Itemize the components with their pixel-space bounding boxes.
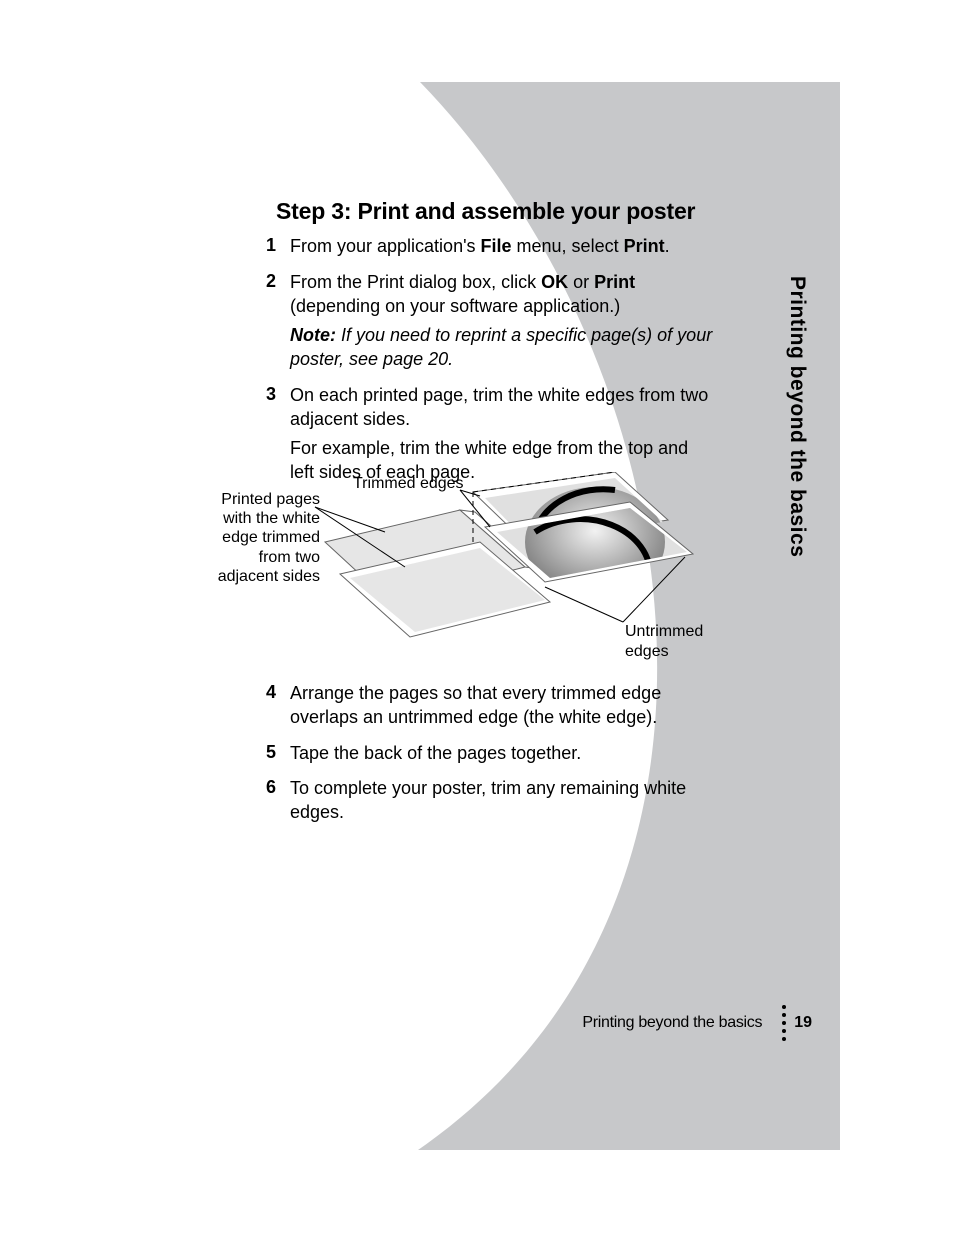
diagram-label-top: Trimmed edges: [353, 474, 464, 493]
step-row: 4Arrange the pages so that every trimmed…: [276, 682, 716, 736]
step-number: 1: [236, 235, 290, 265]
diagram-label-left: Printed pages with the white edge trimme…: [205, 490, 320, 586]
step-body: From your application's File menu, selec…: [290, 235, 670, 265]
footer-dots-icon: [782, 1005, 786, 1041]
step-body: From the Print dialog box, click OK or P…: [290, 271, 716, 378]
step-number: 4: [236, 682, 290, 736]
step-row: 2From the Print dialog box, click OK or …: [276, 271, 716, 378]
diagram-label-right-1: Untrimmed: [625, 622, 703, 641]
main-content: Step 3: Print and assemble your poster 1…: [276, 198, 716, 497]
step-heading: Step 3: Print and assemble your poster: [276, 198, 716, 225]
side-tab-title: Printing beyond the basics: [785, 276, 809, 557]
page-footer: Printing beyond the basics 19: [582, 1005, 812, 1041]
step-number: 2: [236, 271, 290, 378]
step-row: 5Tape the back of the pages together.: [276, 742, 716, 772]
step-row: 1From your application's File menu, sele…: [276, 235, 716, 265]
step-number: 5: [236, 742, 290, 772]
step-body: Tape the back of the pages together.: [290, 742, 581, 772]
step-row: 6To complete your poster, trim any remai…: [276, 777, 716, 831]
step-body: Arrange the pages so that every trimmed …: [290, 682, 716, 736]
step-body: To complete your poster, trim any remain…: [290, 777, 716, 831]
diagram-label-right-2: edges: [625, 642, 669, 661]
footer-page-number: 19: [794, 1014, 812, 1032]
step-number: 6: [236, 777, 290, 831]
content-lower: 4Arrange the pages so that every trimmed…: [276, 682, 716, 837]
footer-title: Printing beyond the basics: [582, 1014, 762, 1032]
poster-diagram: Printed pages with the white edge trimme…: [205, 472, 715, 672]
